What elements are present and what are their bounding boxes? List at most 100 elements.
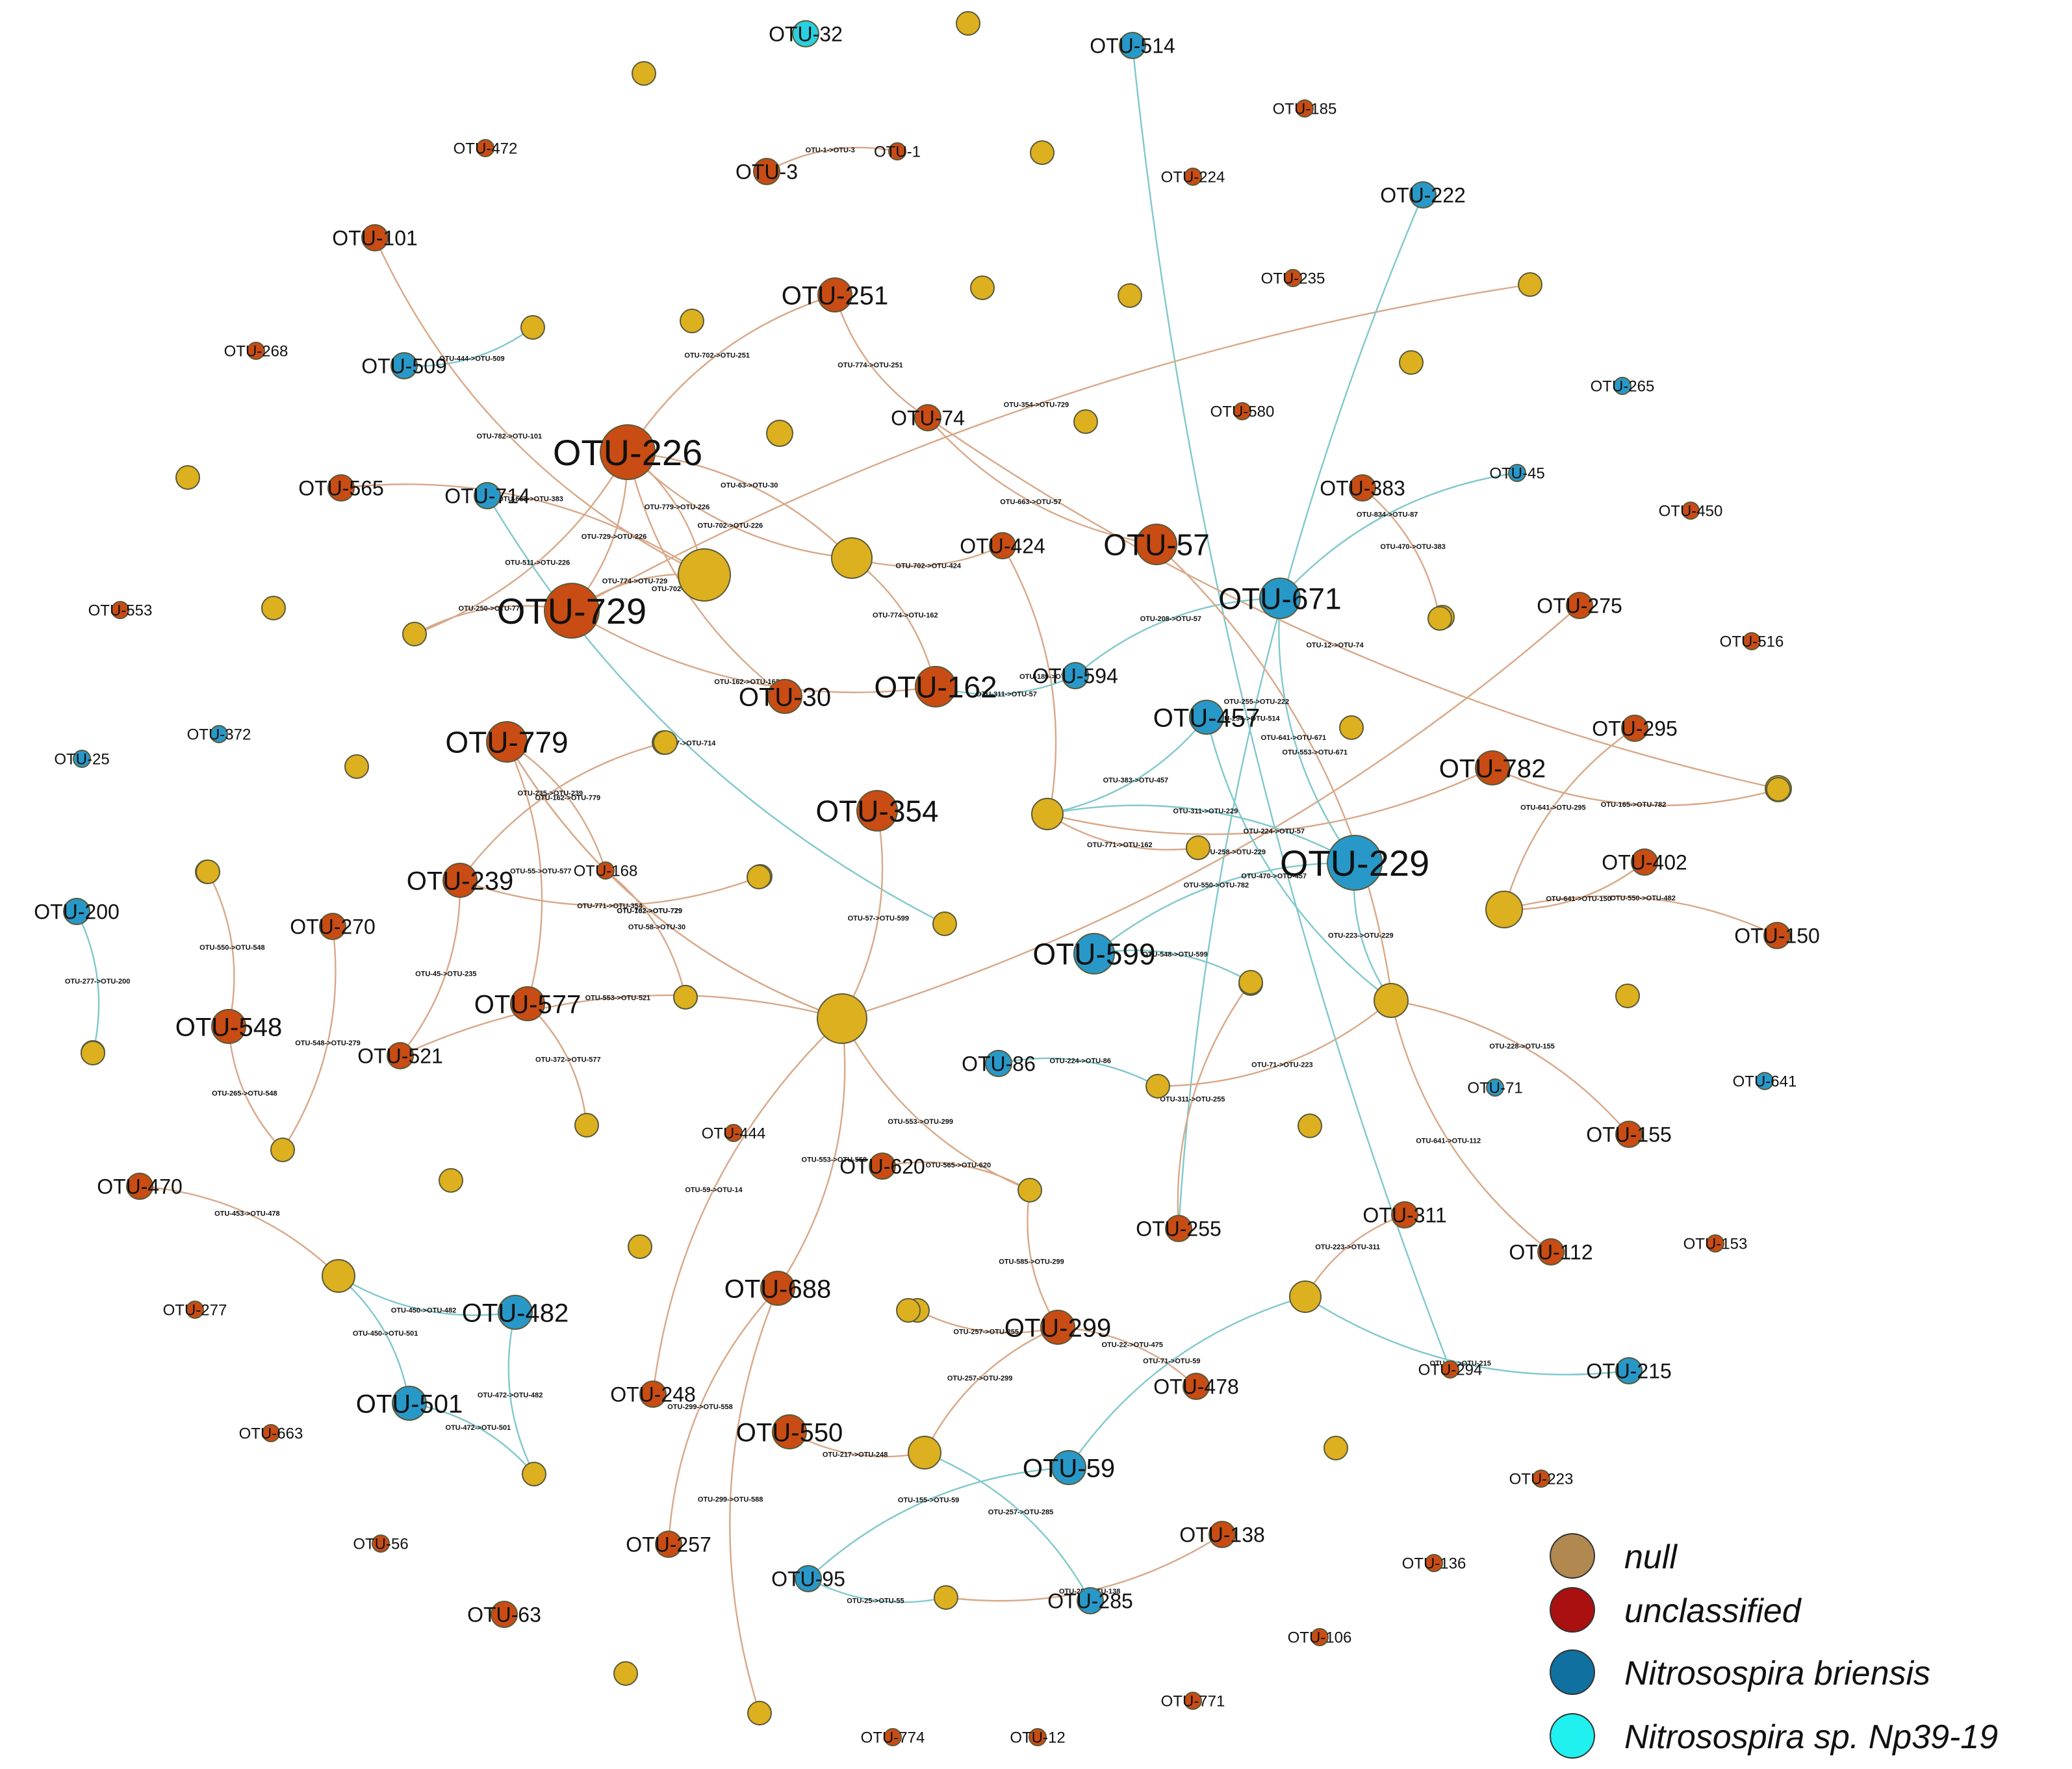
null-node[interactable] [896, 1298, 921, 1323]
otu-node[interactable] [914, 404, 941, 431]
otu-node[interactable] [1029, 1728, 1047, 1746]
otu-node[interactable] [989, 532, 1016, 559]
null-node[interactable] [522, 1462, 546, 1486]
null-node[interactable] [1766, 777, 1791, 802]
otu-node[interactable] [1073, 933, 1115, 974]
null-node[interactable] [270, 1138, 295, 1162]
null-node[interactable] [1073, 409, 1098, 434]
otu-node[interactable] [319, 913, 346, 940]
null-node[interactable] [344, 754, 369, 779]
otu-node[interactable] [361, 224, 389, 251]
otu-node[interactable] [126, 1173, 153, 1200]
otu-node[interactable] [1259, 578, 1301, 619]
null-node[interactable] [628, 1234, 652, 1259]
otu-node[interactable] [486, 721, 528, 763]
null-node[interactable] [1017, 1178, 1042, 1203]
otu-node[interactable] [186, 1301, 204, 1319]
otu-node[interactable] [1209, 1521, 1236, 1548]
null-node[interactable] [1324, 1436, 1348, 1460]
otu-node[interactable] [1077, 1587, 1104, 1614]
otu-node[interactable] [1051, 1450, 1086, 1485]
null-node[interactable] [747, 865, 771, 889]
otu-node[interactable] [1409, 181, 1437, 209]
otu-node[interactable] [390, 352, 418, 379]
null-node[interactable] [934, 1585, 958, 1610]
null-node[interactable] [1399, 350, 1424, 375]
null-node[interactable] [574, 1113, 599, 1138]
otu-node[interactable] [772, 1414, 807, 1449]
otu-node[interactable] [1743, 632, 1761, 650]
otu-node[interactable] [1532, 1470, 1550, 1488]
otu-node[interactable] [600, 424, 656, 480]
null-node[interactable] [1118, 283, 1142, 308]
null-node[interactable] [1374, 983, 1409, 1018]
otu-node[interactable] [655, 1531, 682, 1558]
otu-node[interactable] [1184, 168, 1202, 186]
otu-node[interactable] [544, 583, 600, 639]
otu-node[interactable] [760, 1271, 795, 1306]
otu-node[interactable] [1040, 1310, 1075, 1345]
null-node[interactable] [81, 1041, 105, 1065]
null-node[interactable] [956, 11, 980, 36]
otu-node[interactable] [1682, 502, 1700, 520]
otu-node[interactable] [869, 1152, 896, 1180]
otu-node[interactable] [795, 1565, 822, 1592]
otu-node[interactable] [1486, 1078, 1504, 1097]
otu-node[interactable] [442, 863, 478, 898]
otu-node[interactable] [724, 1124, 743, 1142]
otu-node[interactable] [327, 474, 355, 502]
otu-node[interactable] [73, 750, 91, 768]
otu-node[interactable] [1537, 1238, 1565, 1266]
otu-node[interactable] [1233, 402, 1251, 420]
null-node[interactable] [1145, 1074, 1170, 1099]
null-node[interactable] [1031, 798, 1064, 830]
otu-node[interactable] [1349, 474, 1376, 502]
otu-node[interactable] [792, 20, 819, 47]
otu-node[interactable] [1706, 1234, 1724, 1253]
otu-node[interactable] [1613, 377, 1631, 395]
null-node[interactable] [678, 548, 731, 602]
otu-node[interactable] [491, 1601, 518, 1628]
otu-node[interactable] [753, 158, 780, 185]
null-node[interactable] [1615, 984, 1640, 1008]
otu-node[interactable] [510, 986, 545, 1021]
otu-node[interactable] [1183, 1373, 1210, 1400]
otu-node[interactable] [1327, 835, 1383, 891]
otu-node[interactable] [817, 277, 852, 312]
otu-node[interactable] [1136, 524, 1177, 565]
null-node[interactable] [1339, 715, 1364, 740]
null-node[interactable] [196, 859, 220, 884]
otu-node[interactable] [1391, 1201, 1418, 1228]
null-node[interactable] [817, 993, 867, 1044]
null-node[interactable] [175, 465, 200, 490]
otu-node[interactable] [387, 1042, 414, 1069]
otu-node[interactable] [1615, 1121, 1643, 1148]
otu-node[interactable] [639, 1381, 667, 1408]
null-node[interactable] [1030, 140, 1055, 165]
otu-node[interactable] [884, 1728, 902, 1746]
otu-node[interactable] [856, 790, 898, 832]
otu-node[interactable] [1566, 592, 1593, 619]
otu-node[interactable] [372, 1534, 390, 1553]
null-node[interactable] [632, 61, 656, 86]
otu-node[interactable] [1763, 922, 1791, 949]
otu-node[interactable] [1631, 848, 1658, 876]
otu-node[interactable] [915, 666, 956, 707]
otu-node[interactable] [1062, 662, 1089, 689]
otu-node[interactable] [1508, 464, 1526, 482]
otu-node[interactable] [210, 725, 228, 743]
null-node[interactable] [1298, 1114, 1322, 1138]
null-node[interactable] [402, 622, 427, 646]
null-node[interactable] [261, 596, 286, 620]
otu-node[interactable] [596, 861, 615, 880]
otu-node[interactable] [1756, 1072, 1774, 1090]
otu-node[interactable] [1311, 1628, 1329, 1646]
otu-node[interactable] [1119, 32, 1146, 59]
otu-node[interactable] [1184, 1692, 1202, 1710]
otu-node[interactable] [1425, 1554, 1443, 1572]
otu-node[interactable] [262, 1424, 280, 1442]
otu-node[interactable] [211, 1009, 246, 1044]
null-node[interactable] [439, 1168, 463, 1193]
null-node[interactable] [970, 275, 995, 300]
null-node[interactable] [1427, 606, 1452, 631]
